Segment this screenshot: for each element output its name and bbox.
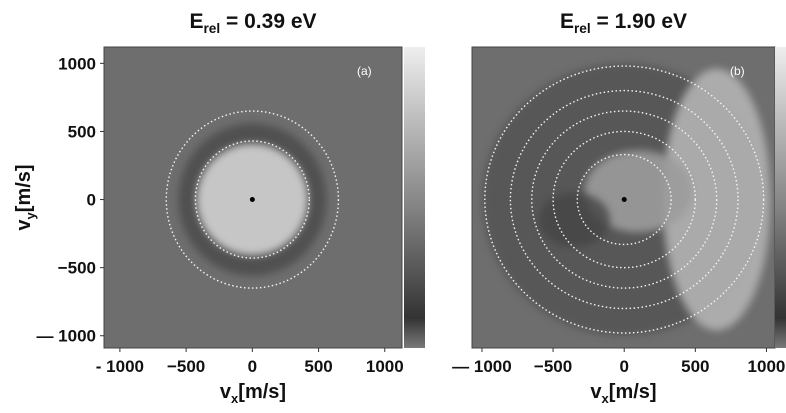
panel: (a) - 1000 −500 0 500 1000 — 1000 −500 0 500 1000 E… <box>13 10 425 406</box>
label-main: E <box>560 10 574 33</box>
label-rest: [m/s] <box>13 164 35 212</box>
ring <box>576 153 672 246</box>
label: vx[m/s] <box>220 381 286 406</box>
y-tick-label: −500 <box>58 259 96 278</box>
panel-label: (a) <box>357 64 372 78</box>
label-sub: rel <box>204 21 221 36</box>
label-main: v <box>590 381 602 403</box>
center-point <box>249 197 255 203</box>
label-rest: [m/s] <box>238 381 286 403</box>
label-main: v <box>220 381 232 403</box>
label-sub: y <box>23 211 38 219</box>
image-intensity <box>584 150 693 233</box>
label-main: v <box>13 219 35 231</box>
ring <box>509 89 739 310</box>
y-tick-label: 1000 <box>58 54 96 73</box>
x-tick-label: 0 <box>619 357 628 376</box>
label: vy[m/s] <box>13 164 38 230</box>
x-tick-label: - 1000 <box>96 357 144 376</box>
ring <box>165 110 340 289</box>
x-tick-label: 0 <box>248 357 257 376</box>
y-tick-label: — 1000 <box>36 327 96 346</box>
label: Erel = 1.90 eV <box>560 10 687 36</box>
label-rest: [m/s] <box>609 381 657 403</box>
colorbar <box>404 47 425 348</box>
y-tick-label: 500 <box>68 122 96 141</box>
ring <box>484 65 765 334</box>
x-tick-label: 1000 <box>748 357 786 376</box>
x-tick-label: 1000 <box>366 357 404 376</box>
label: Erel = 0.39 eV <box>189 10 316 36</box>
ring <box>552 130 697 269</box>
panel-label: (b) <box>730 64 745 78</box>
label-sub: x <box>231 391 239 406</box>
x-tick-label: 500 <box>681 357 709 376</box>
plot-frame <box>103 46 403 349</box>
center-point <box>621 197 627 203</box>
label-sub: rel <box>574 21 591 36</box>
x-tick-label: −500 <box>167 357 205 376</box>
label-sub: x <box>602 391 610 406</box>
x-tick-label: — 1000 <box>452 357 512 376</box>
panel: (b) — 1000 −500 0 500 1000 Erel = 1.90 eV vx[m/… <box>452 10 786 406</box>
image-intensity <box>538 192 610 248</box>
label: vx[m/s] <box>590 381 656 406</box>
y-tick-label: 0 <box>87 191 96 210</box>
label-rest: = 1.90 eV <box>591 10 687 33</box>
colorbar <box>775 47 786 348</box>
label-main: E <box>189 10 203 33</box>
x-tick-label: 500 <box>304 357 332 376</box>
ring <box>531 110 718 289</box>
x-tick-label: −500 <box>534 357 572 376</box>
ring <box>194 140 310 259</box>
label-rest: = 0.39 eV <box>220 10 316 33</box>
